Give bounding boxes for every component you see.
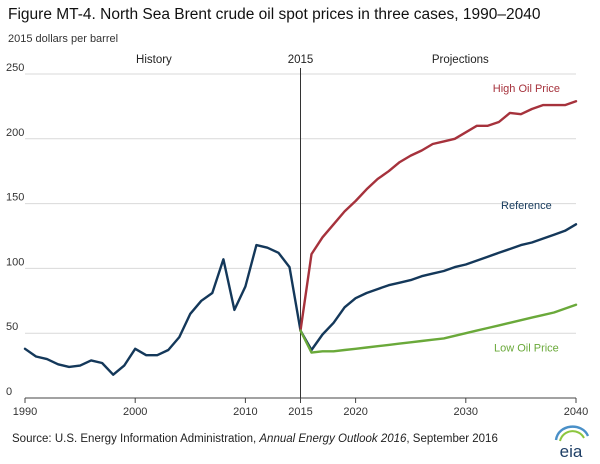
source-suffix: , September 2016 bbox=[406, 433, 498, 445]
eia-logo-text: eia bbox=[560, 442, 583, 460]
y-axis-unit-label: 2015 dollars per barrel bbox=[8, 33, 119, 45]
region-label: History bbox=[136, 54, 172, 66]
region-label: 2015 bbox=[288, 54, 314, 66]
x-tick-label: 2020 bbox=[343, 406, 367, 418]
chart-title: Figure MT-4. North Sea Brent crude oil s… bbox=[8, 6, 541, 23]
series-line-low bbox=[299, 303, 578, 354]
source-prefix: Source: U.S. Energy Information Administ… bbox=[12, 433, 260, 445]
x-tick-label: 2030 bbox=[454, 406, 478, 418]
x-tick-label: 2040 bbox=[564, 406, 588, 418]
y-tick-label: 50 bbox=[6, 321, 18, 333]
source-note: Source: U.S. Energy Information Administ… bbox=[12, 433, 498, 445]
eia-logo-arc-outer bbox=[554, 425, 590, 441]
series-line-high bbox=[299, 99, 578, 332]
eia-logo: eia bbox=[554, 425, 590, 460]
y-tick-label: 250 bbox=[6, 62, 24, 74]
x-tick-label: 2015 bbox=[288, 406, 312, 418]
y-tick-label: 0 bbox=[6, 386, 12, 398]
x-tick-label: 1990 bbox=[13, 406, 37, 418]
eia-logo-arc-inner bbox=[559, 430, 585, 442]
y-tick-label: 100 bbox=[6, 256, 24, 268]
series-label-reference: Reference bbox=[501, 200, 552, 212]
x-tick-label: 2000 bbox=[123, 406, 147, 418]
y-tick-label: 200 bbox=[6, 127, 24, 139]
x-tick-label: 2010 bbox=[233, 406, 257, 418]
region-label: Projections bbox=[432, 54, 489, 66]
series-label-high: High Oil Price bbox=[493, 83, 560, 95]
source-publication: Annual Energy Outlook 2016 bbox=[259, 433, 407, 445]
y-tick-label: 150 bbox=[6, 192, 24, 204]
series-label-low: Low Oil Price bbox=[494, 342, 559, 354]
